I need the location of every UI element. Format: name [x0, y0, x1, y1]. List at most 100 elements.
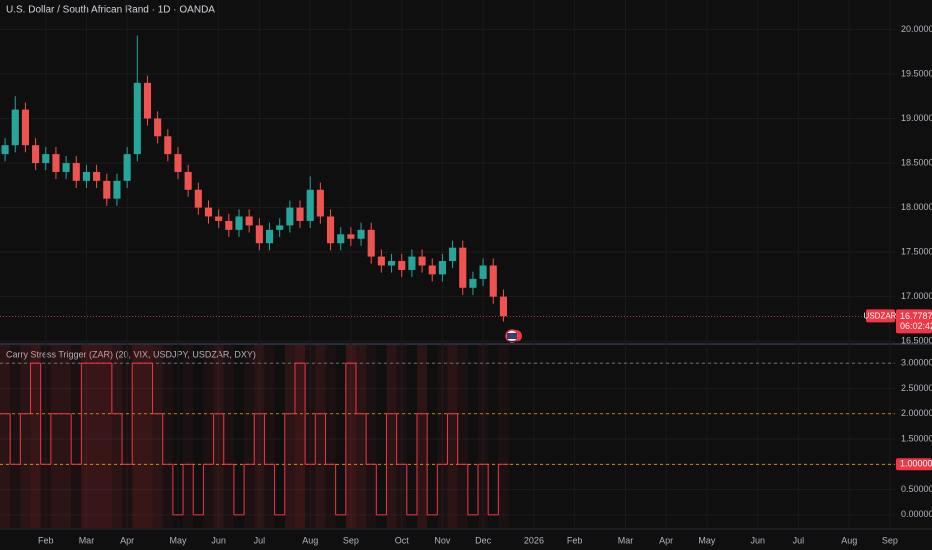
y-tick-label: 19.00000: [901, 113, 932, 123]
stress-shade: [203, 345, 214, 528]
y-tick-label: 20.00000: [901, 24, 932, 34]
candle-body: [113, 180, 121, 199]
symbol-label: USDZAR: [864, 311, 897, 320]
y-tick-label: 1.50000: [901, 433, 932, 443]
candle-body: [438, 261, 446, 275]
stress-shade: [81, 345, 92, 528]
stress-shade: [366, 345, 377, 528]
stress-shade: [447, 345, 458, 528]
last-value-box: [896, 458, 932, 471]
x-tick-label: Feb: [38, 535, 54, 545]
candle-body: [357, 229, 365, 239]
candle-body: [265, 229, 274, 244]
stress-shade: [325, 345, 336, 528]
x-tick-label: Mar: [618, 535, 634, 545]
candle-body: [347, 234, 355, 239]
y-tick-label: 0.00000: [901, 509, 932, 519]
stress-shade: [122, 345, 133, 528]
candle-body: [276, 225, 284, 230]
stress-shade: [355, 345, 367, 528]
candle-body: [225, 220, 233, 230]
candle-body: [316, 189, 324, 217]
candle-body: [133, 82, 141, 155]
candle-body: [235, 216, 243, 230]
stress-shade: [183, 345, 194, 528]
x-tick-label: Jul: [254, 535, 266, 545]
x-tick-label: May: [698, 535, 716, 545]
stress-shade: [91, 345, 102, 528]
candle-body: [326, 216, 335, 244]
stress-shade: [30, 345, 41, 528]
x-tick-label: Dec: [475, 535, 492, 545]
x-tick-label: May: [169, 535, 187, 545]
stress-shade: [416, 345, 428, 528]
y-tick-label: 2.50000: [901, 383, 932, 393]
countdown-label: 06:02:42: [900, 321, 932, 331]
stress-shade: [254, 345, 265, 528]
candle-body: [52, 154, 60, 172]
y-tick-label: 17.50000: [901, 247, 932, 257]
candle-body: [459, 247, 467, 288]
stress-shade: [244, 345, 255, 528]
stress-shade: [284, 345, 295, 528]
stress-shade: [345, 345, 356, 528]
candle-body: [184, 171, 192, 190]
stress-shade: [457, 345, 468, 528]
candle-body: [72, 163, 80, 181]
candle-body: [103, 180, 111, 199]
candle-body: [388, 261, 396, 266]
stress-shade: [264, 345, 275, 528]
candle-body: [479, 265, 487, 279]
candle-body: [154, 118, 162, 137]
chart-title: U.S. Dollar / South African Rand · 1D · …: [6, 5, 215, 16]
candle-body: [306, 189, 314, 221]
symbol-box: [866, 309, 895, 323]
stress-shade: [111, 345, 123, 528]
candle-body: [245, 216, 253, 226]
candle-body: [164, 136, 172, 155]
stress-shade: [142, 345, 153, 528]
candle-body: [398, 261, 406, 270]
stress-shade: [10, 345, 21, 528]
y-tick-label: 17.00000: [901, 291, 932, 301]
x-tick-label: Apr: [120, 535, 134, 545]
candle-body: [21, 109, 29, 146]
candle-body: [42, 154, 50, 164]
candle-body: [93, 171, 101, 181]
stress-shade: [315, 345, 326, 528]
x-tick-label: Sep: [343, 535, 359, 545]
x-tick-label: Jun: [211, 535, 226, 545]
y-tick-label: 0.50000: [901, 484, 932, 494]
candle-body: [469, 278, 477, 288]
stress-shade: [386, 345, 397, 528]
candle-body: [174, 154, 182, 172]
x-tick-label: Jul: [793, 535, 805, 545]
stress-shade: [20, 345, 31, 528]
candle-body: [377, 256, 385, 266]
candle-body: [255, 225, 263, 244]
stress-shade: [223, 345, 234, 528]
candle-body: [194, 189, 202, 208]
stress-shade: [213, 345, 224, 528]
stress-shade: [305, 345, 316, 528]
candle-body: [204, 207, 213, 217]
x-tick-label: 2026: [524, 535, 544, 545]
candle-body: [296, 207, 304, 221]
flag-icon: [505, 329, 522, 343]
x-tick-label: Jun: [750, 535, 765, 545]
stress-shade: [162, 345, 173, 528]
y-tick-label: 3.00000: [901, 358, 932, 368]
stress-shade: [396, 345, 407, 528]
candle-body: [489, 265, 497, 297]
candle-body: [11, 109, 19, 146]
stress-shade: [294, 345, 306, 528]
x-tick-label: Aug: [841, 535, 857, 545]
x-tick-label: Nov: [434, 535, 451, 545]
candle-body: [143, 82, 152, 119]
x-tick-label: Aug: [302, 535, 318, 545]
y-tick-label: 18.50000: [901, 157, 932, 167]
candle-body: [428, 265, 436, 275]
last-price-box: [896, 309, 932, 334]
